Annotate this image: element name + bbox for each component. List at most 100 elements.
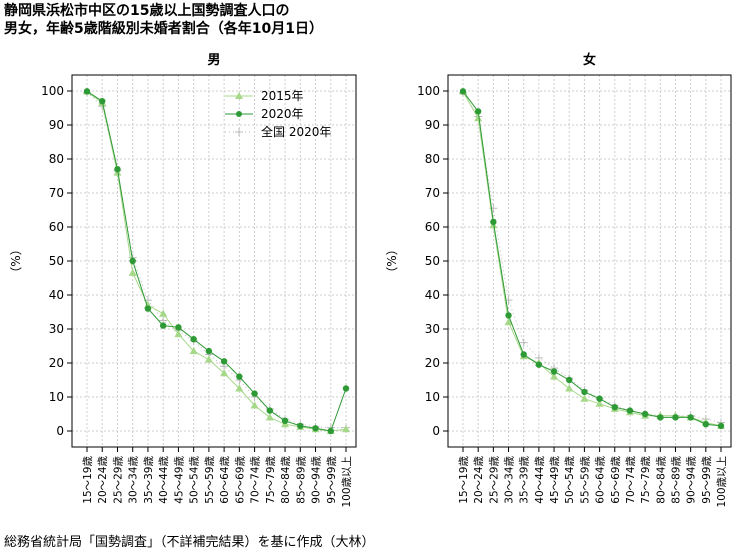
data-point [519, 338, 528, 347]
data-point [657, 414, 664, 421]
x-tick-label: 65～69歳 [234, 456, 246, 504]
y-tick-label: 80 [425, 152, 440, 166]
data-point [204, 355, 213, 363]
x-tick-label: 85～89歳 [295, 456, 307, 504]
data-point [297, 422, 304, 430]
x-tick-label: 60～64歳 [595, 456, 607, 504]
panel-title-female: 女 [583, 52, 596, 68]
x-tick-label: 95～99歳 [326, 456, 338, 504]
x-tick-label: 100歳以上 [341, 456, 353, 508]
x-tick-label: 60～64歳 [219, 456, 231, 504]
data-point [266, 407, 274, 414]
title-line-2: 男女，年齢5歳階級別未婚者割合（各年10月1日） [4, 21, 323, 37]
chart-title: 静岡県浜松市中区の15歳以上国勢調査人口の 男女，年齢5歳階級別未婚者割合（各年… [4, 2, 323, 38]
series-2020 [459, 88, 725, 430]
data-point [626, 407, 634, 414]
data-point [672, 414, 679, 421]
y-tick-label: 40 [49, 288, 64, 302]
data-point [565, 384, 574, 392]
data-point [265, 413, 274, 421]
data-point [580, 394, 589, 402]
data-point [566, 376, 573, 384]
data-point [702, 421, 710, 428]
data-point [687, 414, 694, 421]
y-tick-label: 0 [56, 424, 64, 438]
y-tick-label: 70 [425, 186, 440, 200]
x-tick-label: 40～44歳 [534, 456, 546, 504]
x-tick-label: 70～74歳 [625, 456, 637, 504]
x-tick-label: 55～59歳 [579, 456, 591, 504]
y-tick-label: 30 [425, 322, 440, 336]
x-tick-label: 85～89歳 [670, 456, 682, 504]
data-point [250, 401, 259, 409]
y-tick-label: 70 [49, 186, 64, 200]
data-point [99, 98, 106, 105]
data-point [159, 322, 167, 329]
y-tick-label: 100 [41, 84, 64, 98]
x-tick-label: 25～29歳 [488, 456, 500, 504]
x-tick-label: 55～59歳 [204, 456, 216, 504]
y-tick-label: 60 [425, 220, 440, 234]
data-point [144, 305, 152, 312]
data-point [128, 268, 137, 276]
x-tick-label: 35～39歳 [519, 456, 531, 504]
x-tick-label: 90～94歳 [311, 456, 323, 504]
series-2020 [83, 88, 350, 435]
data-point [459, 88, 467, 95]
y-tick-label: 100 [417, 84, 440, 98]
data-point [235, 384, 244, 392]
panel-female: 女 0 10 20 30 40 50 60 70 80 90 100 （%） 15～19歳 20～24歳 25… [385, 52, 732, 508]
y-tick-label: 20 [425, 356, 440, 370]
source-note: 総務省統計局「国勢調査」（不詳補完結果）を基に作成（大林） [4, 535, 375, 550]
data-point [581, 388, 588, 396]
data-point [251, 390, 258, 397]
x-tick-label: 15～19歳 [458, 456, 470, 504]
x-tick-label: 35～39歳 [143, 456, 155, 504]
data-point [520, 351, 527, 358]
legend-marker [235, 92, 243, 99]
data-point [342, 425, 350, 433]
data-point [175, 324, 182, 331]
y-tick-label: 60 [49, 220, 64, 234]
data-point [474, 108, 482, 115]
data-point [236, 373, 243, 380]
x-tick-label: 50～54歳 [564, 456, 576, 504]
data-point [474, 114, 483, 122]
y-tick-label: 40 [425, 288, 440, 302]
y-tick-label: 80 [49, 152, 64, 166]
title-line-1: 静岡県浜松市中区の15歳以上国勢調査人口の [4, 3, 290, 19]
x-tick-label: 75～79歳 [265, 456, 277, 504]
data-point [641, 410, 649, 418]
data-point [114, 166, 121, 173]
data-point [174, 329, 183, 338]
data-point [159, 309, 168, 317]
legend-label: 全国 2020年 [261, 124, 331, 139]
x-tick-label: 15～19歳 [82, 456, 94, 504]
x-tick-label: 45～49歳 [173, 456, 185, 504]
x-tick-label: 20～24歳 [97, 456, 109, 504]
x-tick-label: 90～94歳 [686, 456, 698, 504]
y-axis-label: （%） [385, 243, 399, 278]
data-point [550, 372, 559, 380]
x-tick-label: 50～54歳 [189, 456, 201, 504]
data-point [342, 385, 350, 392]
y-tick-label: 30 [49, 322, 64, 336]
data-point [504, 318, 513, 326]
x-tick-label: 65～69歳 [610, 456, 622, 504]
data-point [281, 417, 289, 424]
x-tick-label: 30～34歳 [128, 456, 140, 504]
x-tick-label: 80～84歳 [655, 456, 667, 504]
y-tick-label: 10 [49, 390, 64, 404]
data-point [550, 368, 558, 375]
data-point [327, 427, 334, 435]
data-point [189, 346, 198, 355]
data-point [595, 399, 604, 407]
y-tick-label: 50 [425, 254, 440, 268]
x-tick-label: 80～84歳 [280, 456, 292, 504]
data-point [220, 369, 229, 377]
data-point [205, 347, 213, 355]
legend-marker [235, 128, 243, 136]
x-tick-label: 100歳以上 [716, 456, 728, 508]
